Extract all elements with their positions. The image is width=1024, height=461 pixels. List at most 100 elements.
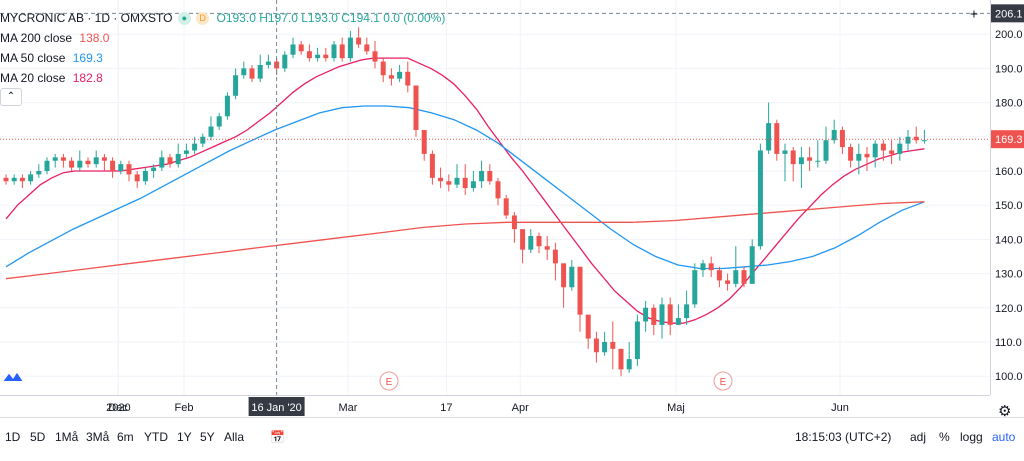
indicator-ma50[interactable]: MA 50 close 169.3 <box>0 48 445 68</box>
candle-body[interactable] <box>192 143 198 151</box>
candle-body[interactable] <box>716 270 722 281</box>
candle-body[interactable] <box>782 150 788 154</box>
candle-body[interactable] <box>36 170 42 175</box>
price-chart[interactable]: + E E <box>0 0 990 395</box>
candle-body[interactable] <box>233 75 239 96</box>
candle-body[interactable] <box>282 54 288 69</box>
ma-line-ma-200-close[interactable] <box>5 201 925 280</box>
candle-body[interactable] <box>413 85 419 130</box>
candle-body[interactable] <box>19 177 25 182</box>
candle-body[interactable] <box>503 198 509 216</box>
candle-body[interactable] <box>848 147 854 161</box>
timeframe-1m-button[interactable]: 1Må <box>55 430 79 444</box>
price-axis-scale[interactable]: 100.0110.0120.0130.0140.0150.0160.0170.0… <box>991 0 1024 395</box>
candle-body[interactable] <box>44 160 50 171</box>
candle-body[interactable] <box>306 51 312 59</box>
settings-gear-icon[interactable]: ⚙ <box>998 403 1012 420</box>
candle-body[interactable] <box>315 54 321 59</box>
candle-body[interactable] <box>856 153 862 161</box>
candle-body[interactable] <box>101 157 107 161</box>
candle-body[interactable] <box>552 249 558 264</box>
percent-scale-button[interactable]: % <box>939 430 950 444</box>
candle-body[interactable] <box>208 126 214 137</box>
candle-body[interactable] <box>634 321 640 360</box>
candle-body[interactable] <box>110 160 116 171</box>
candle-body[interactable] <box>421 129 427 154</box>
tradingview-logo-icon[interactable] <box>2 369 24 383</box>
delayed-data-icon[interactable]: D <box>196 12 210 26</box>
candle-body[interactable] <box>798 157 804 165</box>
candle-body[interactable] <box>241 68 247 76</box>
candle-body[interactable] <box>175 153 181 165</box>
candle-body[interactable] <box>224 95 230 117</box>
candle-body[interactable] <box>757 150 763 247</box>
candle-body[interactable] <box>872 143 878 158</box>
candle-body[interactable] <box>257 64 263 79</box>
candle-body[interactable] <box>339 44 345 59</box>
candle-body[interactable] <box>593 338 599 353</box>
candle-body[interactable] <box>839 129 845 148</box>
candle-body[interactable] <box>331 44 337 59</box>
timeframe-1d-button[interactable]: 1D <box>5 430 21 444</box>
candle-body[interactable] <box>159 157 165 168</box>
earnings-marker[interactable]: E <box>713 371 733 391</box>
candle-body[interactable] <box>618 348 624 370</box>
candle-body[interactable] <box>675 318 681 325</box>
candle-body[interactable] <box>151 167 157 171</box>
candle-body[interactable] <box>118 164 124 171</box>
market-status-icon[interactable]: ● <box>177 12 191 26</box>
candle-body[interactable] <box>429 153 435 178</box>
candle-body[interactable] <box>897 143 903 154</box>
candle-body[interactable] <box>643 307 649 322</box>
candle-body[interactable] <box>831 129 837 141</box>
candle-body[interactable] <box>602 341 608 353</box>
candle-body[interactable] <box>93 157 99 165</box>
candle-body[interactable] <box>585 314 591 339</box>
candle-body[interactable] <box>249 68 255 79</box>
candle-body[interactable] <box>733 270 739 284</box>
candle-body[interactable] <box>487 170 493 182</box>
candle-body[interactable] <box>536 235 542 247</box>
candle-body[interactable] <box>659 304 665 325</box>
candle-body[interactable] <box>823 140 829 161</box>
timeframe-all-button[interactable]: Alla <box>224 430 245 444</box>
candle-body[interactable] <box>183 150 189 154</box>
candle-body[interactable] <box>347 37 353 59</box>
auto-scale-button[interactable]: auto <box>992 430 1016 444</box>
candle-body[interactable] <box>405 71 411 86</box>
ma-line-ma-20-close[interactable] <box>5 57 925 324</box>
price-axis[interactable]: 100.0110.0120.0130.0140.0150.0160.0170.0… <box>990 0 1024 395</box>
indicator-ma20[interactable]: MA 20 close 182.8 <box>0 68 445 88</box>
candle-body[interactable] <box>790 150 796 165</box>
candle-body[interactable] <box>774 123 780 154</box>
indicator-ma200[interactable]: MA 200 close 138.0 <box>0 28 445 48</box>
candle-body[interactable] <box>544 246 550 250</box>
chart-area[interactable]: + E E MYCRONIC AB · 1D · OMXSTO ● D O193.0… <box>0 0 990 395</box>
timeframe-6m-button[interactable]: 6m <box>117 430 134 444</box>
candle-body[interactable] <box>216 116 222 127</box>
candle-body[interactable] <box>864 153 870 158</box>
candle-body[interactable] <box>134 174 140 182</box>
candle-body[interactable] <box>520 229 526 250</box>
candle-body[interactable] <box>708 263 714 271</box>
clock-timezone[interactable]: 18:15:03 (UTC+2) <box>795 430 892 444</box>
candle-body[interactable] <box>200 136 206 144</box>
candle-body[interactable] <box>569 266 575 288</box>
candle-body[interactable] <box>667 304 673 325</box>
candle-body[interactable] <box>85 160 91 165</box>
candle-body[interactable] <box>167 157 173 165</box>
adjust-button[interactable]: adj <box>910 430 927 444</box>
candle-body[interactable] <box>290 44 296 55</box>
candle-body[interactable] <box>561 263 567 288</box>
candle-body[interactable] <box>479 170 485 182</box>
candle-body[interactable] <box>741 270 747 284</box>
candle-body[interactable] <box>265 61 271 65</box>
candle-body[interactable] <box>397 71 403 79</box>
candle-body[interactable] <box>28 174 34 182</box>
candle-body[interactable] <box>700 263 706 271</box>
candle-body[interactable] <box>725 280 731 284</box>
candle-body[interactable] <box>610 341 616 349</box>
candle-body[interactable] <box>446 181 452 185</box>
date-range-calendar-icon[interactable]: 📅 <box>270 430 285 444</box>
